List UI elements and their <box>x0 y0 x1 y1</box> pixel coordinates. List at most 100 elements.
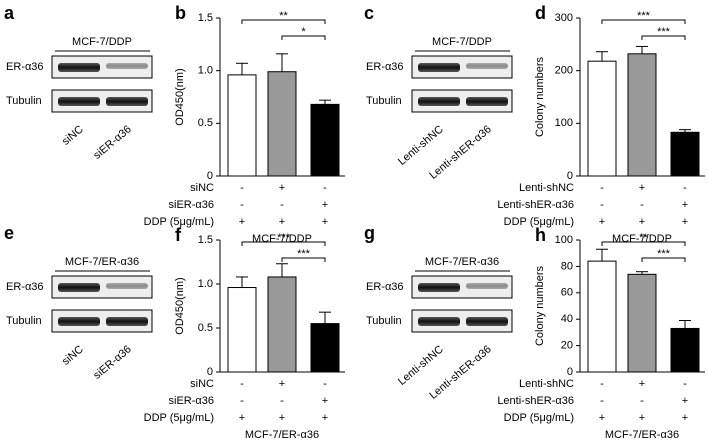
band <box>418 317 460 326</box>
significance-bracket <box>601 19 686 24</box>
significance-mark: ** <box>279 10 288 22</box>
blot-title: MCF-7/DDP <box>72 36 132 48</box>
significance-mark: *** <box>297 248 311 260</box>
panel-letter: d <box>535 3 546 23</box>
treatment-sign: + <box>322 395 328 407</box>
blot-box <box>51 275 153 299</box>
treatment-sign: - <box>640 395 644 407</box>
band <box>58 283 100 292</box>
bar <box>267 71 297 177</box>
y-tick-label: 20 <box>561 340 573 352</box>
treatment-sign: - <box>323 378 327 390</box>
y-tick-label: 0.5 <box>198 322 213 334</box>
row-label: Tubulin <box>6 315 42 327</box>
band <box>106 283 148 289</box>
y-tick-label: 100 <box>555 234 573 246</box>
x-axis-label: MCF-7/ER-α36 <box>605 429 679 441</box>
bar <box>627 273 657 373</box>
band <box>466 97 508 106</box>
treatment-sign: + <box>639 378 645 390</box>
blot-box <box>411 309 513 333</box>
panel-letter: e <box>4 223 14 243</box>
treatment-sign: + <box>239 216 245 228</box>
treatment-sign: - <box>240 378 244 390</box>
treatment-label: DDP (5μg/mL) <box>144 412 214 424</box>
treatment-sign: + <box>279 378 285 390</box>
treatment-label: DDP (5μg/mL) <box>504 216 574 228</box>
treatment-sign: - <box>600 182 604 194</box>
treatment-sign: + <box>599 216 605 228</box>
treatment-sign: + <box>322 216 328 228</box>
row-label: Tubulin <box>366 95 402 107</box>
treatment-sign: + <box>599 412 605 424</box>
blot-title: MCF-7/ER-α36 <box>425 256 499 268</box>
band <box>418 97 460 106</box>
significance-bracket <box>641 35 686 40</box>
band <box>58 317 100 326</box>
row-label: ER-α36 <box>6 61 44 73</box>
significance-mark: *** <box>657 26 671 38</box>
bar <box>627 53 657 177</box>
blot-box <box>51 55 153 79</box>
y-tick-label: 40 <box>561 313 573 325</box>
y-tick-label: 80 <box>561 260 573 272</box>
bar <box>670 131 700 177</box>
treatment-label: Lenti-shER-α36 <box>497 199 574 211</box>
band <box>106 97 148 106</box>
treatment-sign: - <box>640 199 644 211</box>
treatment-sign: - <box>600 378 604 390</box>
treatment-label: siER-α36 <box>169 395 214 407</box>
band <box>58 63 100 72</box>
y-tick-label: 60 <box>561 287 573 299</box>
significance-mark: ** <box>639 232 648 244</box>
significance-mark: * <box>301 26 306 38</box>
treatment-label: Lenti-shER-α36 <box>497 395 574 407</box>
row-label: Tubulin <box>366 315 402 327</box>
y-tick-label: 1.0 <box>198 65 213 77</box>
treatment-sign: + <box>682 412 688 424</box>
y-tick-label: 0 <box>567 366 573 378</box>
treatment-sign: + <box>639 412 645 424</box>
treatment-sign: - <box>240 199 244 211</box>
bar <box>587 60 617 177</box>
y-tick-label: 1.0 <box>198 278 213 290</box>
blot-box <box>51 309 153 333</box>
treatment-label: siNC <box>190 378 214 390</box>
treatment-label: Lenti-shNC <box>519 378 574 390</box>
row-label: ER-α36 <box>366 281 404 293</box>
blot-title: MCF-7/ER-α36 <box>65 256 139 268</box>
lane-label: siNC <box>60 123 86 148</box>
bar <box>227 287 257 373</box>
y-axis-label: Colony numbers <box>534 56 546 137</box>
treatment-label: DDP (5μg/mL) <box>504 412 574 424</box>
treatment-sign: - <box>323 182 327 194</box>
y-axis-label: Colony numbers <box>534 265 546 346</box>
panel-letter: b <box>175 3 186 23</box>
treatment-sign: + <box>239 412 245 424</box>
bar <box>310 323 340 373</box>
treatment-sign: - <box>600 395 604 407</box>
blot-box <box>51 89 153 113</box>
lane-label: Lenti-shNC <box>396 123 446 168</box>
significance-mark: *** <box>657 248 671 260</box>
panel-letter: h <box>535 225 546 245</box>
y-tick-label: 200 <box>555 65 573 77</box>
y-tick-label: 100 <box>555 117 573 129</box>
x-axis-label: MCF-7/ER-α36 <box>245 429 319 441</box>
significance-bracket <box>281 257 326 262</box>
blot-title: MCF-7/DDP <box>432 36 492 48</box>
row-label: ER-α36 <box>366 61 404 73</box>
treatment-label: DDP (5μg/mL) <box>144 216 214 228</box>
row-label: Tubulin <box>6 95 42 107</box>
significance-bracket <box>241 19 326 24</box>
significance-bracket <box>601 241 686 246</box>
lane-label: Lenti-shNC <box>396 343 446 388</box>
significance-bracket <box>281 35 326 40</box>
bar <box>310 103 340 177</box>
treatment-sign: - <box>683 378 687 390</box>
treatment-sign: - <box>240 395 244 407</box>
y-tick-label: 300 <box>555 12 573 24</box>
treatment-sign: + <box>639 216 645 228</box>
treatment-sign: + <box>279 412 285 424</box>
row-label: ER-α36 <box>6 281 44 293</box>
